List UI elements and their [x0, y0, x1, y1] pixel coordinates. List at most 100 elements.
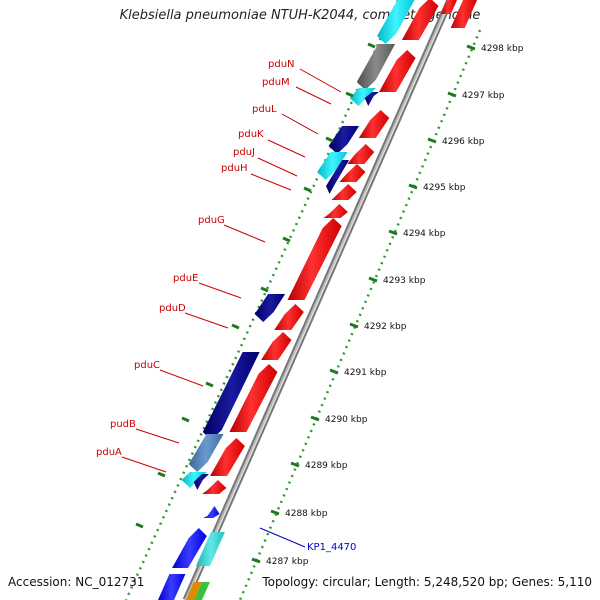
- scale-ticks: 4287 kbp 4288 kbp 4289 kbp 4290 kbp 4291 kbp…: [135, 42, 524, 567]
- leader-KP1_4470: [259, 527, 306, 548]
- reverse-gene-cyan-1: [377, 0, 415, 44]
- gene-labels: pduN pduM pduL pduK pduJ pduH pduG pduE pduD pduC…: [96, 59, 356, 553]
- leader-pduD: [184, 312, 229, 329]
- tick-label: 4296 kbp: [442, 137, 485, 147]
- forward-gene-10: [261, 332, 292, 360]
- tick-4287: 4287 kbp: [251, 557, 309, 567]
- gene-label-pduJ: pduJ: [233, 147, 255, 158]
- reverse-gene-pudB: [188, 434, 224, 472]
- reverse-gene-cyan-2: [349, 88, 376, 106]
- tick-4297: 4297 kbp: [447, 91, 505, 101]
- outer-ring-tick: [157, 471, 166, 478]
- leader-pduH: [250, 173, 292, 191]
- tick-4290: 4290 kbp: [310, 415, 368, 425]
- outer-ring-tick: [282, 236, 291, 243]
- forward-gene-9: [274, 304, 304, 330]
- scale-dotted-ring: [238, 29, 482, 600]
- gene-label-pduA: pduA: [96, 447, 122, 458]
- tick-label: 4287 kbp: [266, 557, 309, 567]
- gene-label-pduC: pduC: [134, 360, 160, 371]
- tick-label: 4292 kbp: [364, 322, 407, 332]
- label-leader-lines: [121, 68, 342, 548]
- gene-bottom-green: [194, 582, 210, 600]
- forward-gene-1: [401, 0, 439, 40]
- forward-gene-5: [339, 164, 366, 182]
- tick-4295: 4295 kbp: [408, 183, 466, 193]
- forward-gene-2: [379, 50, 416, 92]
- leader-pduJ: [257, 157, 298, 177]
- gene-bottom-orange: [186, 582, 202, 600]
- gene-label-pduM: pduM: [262, 77, 290, 88]
- gene-features: [158, 0, 477, 600]
- outer-ring-tick: [135, 522, 144, 529]
- tick-4294: 4294 kbp: [388, 229, 446, 239]
- tick-label: 4294 kbp: [403, 229, 446, 239]
- gene-label-pudB: pudB: [110, 419, 136, 430]
- tick-4292: 4292 kbp: [349, 322, 407, 332]
- tick-4291: 4291 kbp: [329, 368, 387, 378]
- reverse-gene-pduK: [328, 126, 360, 154]
- forward-gene-12: [210, 438, 245, 476]
- gene-label-pduH: pduH: [221, 163, 248, 174]
- tick-4293: 4293 kbp: [368, 276, 426, 286]
- reverse-gene-pduH: [326, 160, 350, 194]
- gene-KP1_4470-arrow: [203, 506, 220, 518]
- leader-pduE: [198, 282, 242, 299]
- gene-label-pduK: pduK: [238, 129, 264, 140]
- forward-gene-11: [229, 364, 278, 432]
- outer-ring-tick: [181, 416, 190, 423]
- tick-4298: 4298 kbp: [466, 44, 524, 54]
- tick-label: 4290 kbp: [325, 415, 368, 425]
- reverse-gene-pduA-2: [193, 474, 209, 490]
- outer-ring-tick: [367, 42, 376, 49]
- leader-pudB: [135, 428, 180, 444]
- outer-ring-tick: [205, 381, 214, 388]
- outer-ring-tick: [231, 323, 240, 330]
- leader-pduG: [223, 224, 266, 243]
- leader-pduL: [281, 113, 319, 135]
- forward-gene-13: [202, 480, 227, 494]
- forward-gene-3: [358, 110, 390, 138]
- tick-label: 4288 kbp: [285, 509, 328, 519]
- genome-summary-text: Topology: circular; Length: 5,248,520 bp…: [262, 575, 592, 589]
- accession-text: Accession: NC_012731: [8, 575, 145, 589]
- outer-ring-tick: [325, 136, 334, 143]
- gene-label-pduN: pduN: [268, 59, 295, 70]
- forward-gene-7: [323, 204, 348, 218]
- leader-pduM: [295, 86, 332, 105]
- tick-label: 4295 kbp: [423, 183, 466, 193]
- forward-gene-outer-1: [450, 0, 477, 28]
- tick-label: 4291 kbp: [344, 368, 387, 378]
- forward-gene-outer-2: [440, 0, 457, 14]
- forward-gene-6: [331, 184, 357, 200]
- tick-label: 4289 kbp: [305, 461, 348, 471]
- gene-bottom-teal: [195, 532, 225, 566]
- gene-bottom-blue-2: [158, 574, 186, 600]
- tick-4296: 4296 kbp: [427, 137, 485, 147]
- reverse-gene-gray: [356, 44, 396, 90]
- leader-pduN: [299, 68, 342, 93]
- tick-label: 4298 kbp: [481, 44, 524, 54]
- outer-dotted-ring: [124, 0, 400, 600]
- outer-ring-tick: [260, 286, 269, 293]
- backbone: [182, 0, 454, 600]
- leader-pduK: [267, 139, 306, 158]
- gene-label-pduL: pduL: [252, 104, 277, 115]
- outer-ring-tick: [345, 91, 354, 98]
- reverse-gene-navy-small: [364, 92, 380, 106]
- reverse-gene-pduJ: [317, 152, 348, 180]
- tick-4288: 4288 kbp: [270, 509, 328, 519]
- tick-label: 4297 kbp: [462, 91, 505, 101]
- reverse-gene-pduE: [254, 294, 286, 322]
- gene-bottom-blue: [172, 528, 207, 568]
- tick-label: 4293 kbp: [383, 276, 426, 286]
- forward-gene-8: [287, 218, 342, 300]
- forward-gene-4: [347, 144, 375, 164]
- gene-label-pduG: pduG: [198, 215, 225, 226]
- gene-label-KP1_4470: KP1_4470: [307, 542, 356, 553]
- tick-4289: 4289 kbp: [290, 461, 348, 471]
- leader-pduC: [159, 369, 204, 387]
- gene-label-pduD: pduD: [159, 303, 186, 314]
- reverse-gene-pduC: [202, 352, 260, 440]
